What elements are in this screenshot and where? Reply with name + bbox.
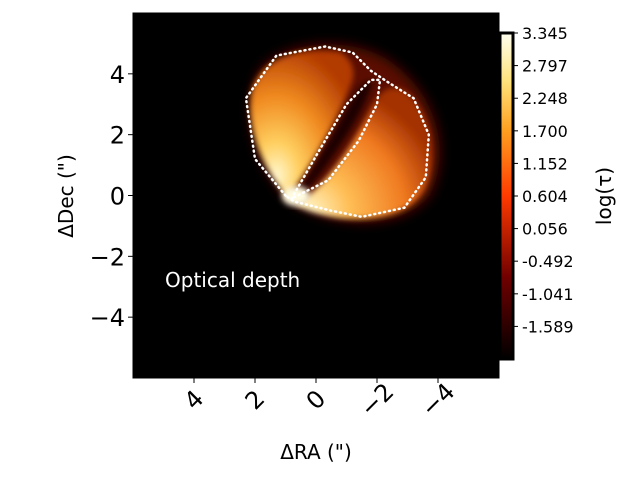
colorbar-label: log(τ) (592, 167, 616, 225)
y-tick-label: 0 (110, 183, 125, 211)
lobe-outlines (244, 45, 431, 219)
y-tick-label: −2 (90, 243, 125, 271)
x-tick-label: −4 (416, 378, 461, 423)
inner-lobe-outline (288, 78, 382, 202)
plot-area: Optical depth (132, 12, 500, 379)
x-tick-label: 4 (179, 385, 210, 416)
central-dark-lane (292, 81, 372, 200)
y-tick-label: −4 (90, 304, 125, 332)
y-tick-label: 2 (110, 122, 125, 150)
colorbar-tick-label: 0.056 (522, 220, 568, 239)
colorbar-ticks: 3.345 2.797 2.248 1.700 1.152 0.604 0.056 -0.49… (513, 24, 574, 336)
right-lobe (295, 87, 433, 219)
colorbar-tick-label: 0.604 (522, 187, 568, 206)
colorbar-tick-label: -1.041 (522, 285, 574, 304)
colorbar-tick-label: 2.797 (522, 57, 568, 76)
y-axis-label: ΔDec (") (54, 154, 78, 238)
colorbar: 3.345 2.797 2.248 1.700 1.152 0.604 0.056 -0.49… (498, 24, 616, 361)
outer-lobe-outline (244, 45, 431, 219)
y-axis: 4 2 0 −2 −4 (90, 61, 133, 332)
left-lobe (250, 50, 354, 199)
y-tick-label: 4 (110, 61, 125, 89)
colorbar-tick-label: 1.152 (522, 154, 568, 173)
x-tick-label: 0 (301, 385, 332, 416)
colorbar-tick-label: 3.345 (522, 24, 568, 43)
x-tick-label: −2 (355, 378, 400, 423)
colorbar-tick-label: -0.492 (522, 252, 574, 271)
colorbar-tick-label: -1.589 (522, 317, 574, 336)
colorbar-gradient (498, 31, 515, 361)
plot-annotation: Optical depth (165, 268, 300, 292)
colorbar-tick-label: 2.248 (522, 89, 568, 108)
colorbar-tick-label: 1.700 (522, 122, 568, 141)
x-axis-label: ΔRA (") (280, 440, 352, 464)
optical-depth-map (250, 44, 440, 222)
bright-core (282, 186, 310, 206)
x-axis: 4 2 0 −2 −4 (179, 378, 461, 423)
x-tick-label: 2 (240, 385, 271, 416)
